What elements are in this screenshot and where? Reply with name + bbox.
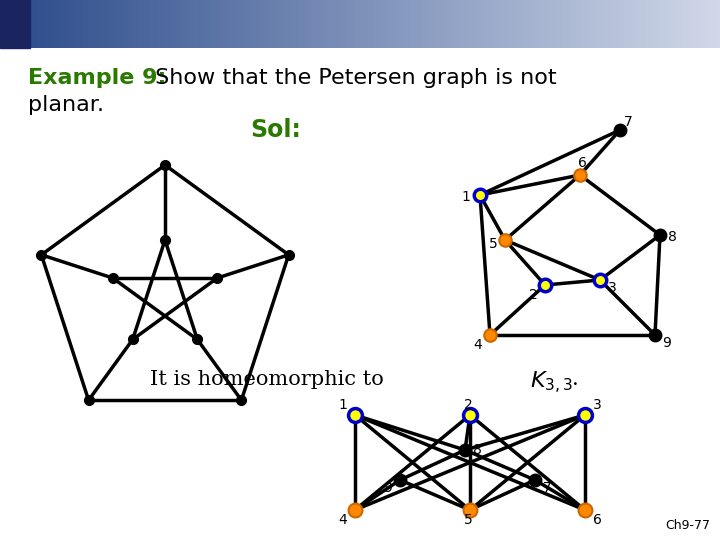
Text: 5: 5 [464, 513, 472, 527]
Text: 9: 9 [662, 336, 672, 350]
Text: Sol:: Sol: [250, 118, 301, 142]
Text: 7: 7 [543, 481, 552, 495]
Text: 2: 2 [464, 398, 472, 412]
Text: 7: 7 [624, 115, 632, 129]
Text: 6: 6 [593, 513, 601, 527]
Text: $K_{3,3}$: $K_{3,3}$ [530, 370, 573, 396]
Text: Example 9:: Example 9: [28, 68, 166, 88]
Text: 3: 3 [593, 398, 601, 412]
Text: 1: 1 [338, 398, 348, 412]
Text: 8: 8 [667, 230, 676, 244]
Text: 4: 4 [338, 513, 347, 527]
Text: 3: 3 [608, 281, 616, 295]
Text: 1: 1 [462, 190, 470, 204]
Text: 5: 5 [489, 237, 498, 251]
Text: planar.: planar. [28, 95, 104, 115]
Text: .: . [572, 370, 579, 389]
Text: It is homeomorphic to: It is homeomorphic to [150, 370, 390, 389]
Text: 2: 2 [528, 288, 537, 302]
Text: 4: 4 [474, 338, 482, 352]
Text: Show that the Petersen graph is not: Show that the Petersen graph is not [148, 68, 557, 88]
Text: 9: 9 [384, 481, 392, 495]
Bar [0, 0, 30, 48]
Text: Ch9-77: Ch9-77 [665, 519, 710, 532]
Text: 8: 8 [472, 443, 482, 457]
Text: 6: 6 [577, 156, 586, 170]
